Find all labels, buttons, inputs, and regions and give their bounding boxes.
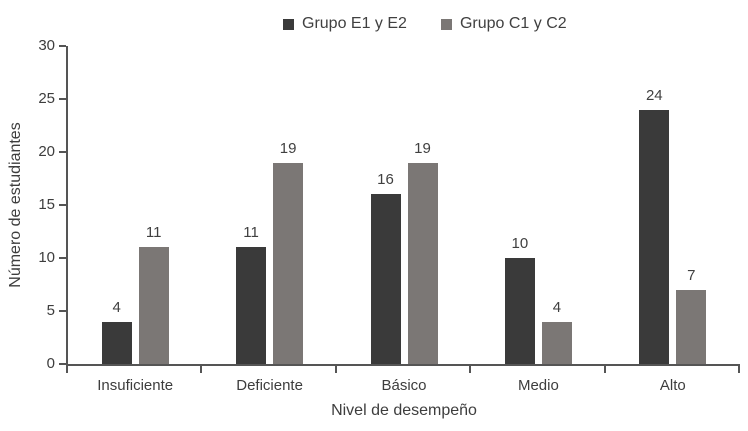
- y-axis-tick: [59, 151, 66, 153]
- value-label: 19: [279, 139, 297, 157]
- value-label: 4: [112, 298, 121, 316]
- bar-medio-series-1: [504, 258, 535, 364]
- value-label: 10: [511, 235, 529, 252]
- y-axis-tick: [59, 310, 66, 312]
- x-category-label: Insuficiente: [97, 377, 174, 394]
- y-tick-label: 10: [38, 249, 55, 266]
- legend-label-grupo-e1-e2: Grupo E1 y E2: [302, 15, 407, 32]
- y-axis-tick: [59, 204, 66, 206]
- x-axis-tick: [66, 364, 68, 373]
- x-axis-title: Nivel de desempeño: [331, 402, 477, 419]
- value-label: 11: [243, 224, 259, 242]
- bar-medio-series-2: [541, 321, 572, 364]
- value-label: 24: [645, 86, 663, 104]
- chart-legend: Grupo E1 y E2 Grupo C1 y C2: [283, 15, 567, 33]
- bar-alto-series-1: [639, 109, 670, 364]
- value-label: 19: [414, 139, 431, 157]
- bar-insuficiente-series-2: [138, 247, 169, 364]
- bar-deficiente-series-1: [236, 247, 267, 364]
- legend-swatch-grupo-e1-e2: [283, 18, 294, 30]
- y-axis-tick: [59, 363, 66, 365]
- value-label: 4: [552, 298, 562, 316]
- y-tick-label: 30: [38, 37, 55, 54]
- legend-swatch-grupo-c1-c2: [440, 18, 452, 30]
- x-axis-line: [66, 364, 740, 366]
- y-axis-tick: [59, 98, 66, 100]
- legend-item-grupo-c1-c2: Grupo C1 y C2: [440, 15, 567, 33]
- x-category-label: Alto: [659, 377, 686, 394]
- value-label: 16: [377, 171, 394, 189]
- y-tick-label: 5: [46, 302, 55, 319]
- x-axis-tick: [469, 364, 472, 373]
- legend-item-grupo-e1-e2: Grupo E1 y E2: [283, 15, 407, 33]
- x-axis-tick: [200, 364, 203, 373]
- y-tick-label: 25: [38, 90, 55, 107]
- x-category-label: Medio: [517, 377, 559, 394]
- bar-deficiente-series-2: [273, 162, 304, 364]
- y-tick-label: 15: [38, 196, 55, 213]
- x-axis-tick: [738, 364, 740, 373]
- y-tick-label: 20: [38, 143, 55, 160]
- bar-alto-series-2: [676, 289, 707, 364]
- legend-label-grupo-c1-c2: Grupo C1 y C2: [459, 15, 567, 32]
- bar-básico-series-1: [370, 194, 401, 364]
- bar-básico-series-2: [407, 162, 438, 364]
- x-category-label: Básico: [381, 377, 427, 394]
- x-axis-tick: [334, 364, 337, 373]
- y-axis-tick: [59, 45, 66, 47]
- bar-insuficiente-series-1: [101, 321, 132, 364]
- x-category-label: Deficiente: [236, 377, 303, 394]
- value-label: 11: [145, 224, 162, 242]
- y-axis-line: [66, 46, 68, 364]
- x-axis-tick: [603, 364, 606, 373]
- y-tick-label: 0: [46, 355, 55, 372]
- value-label: 7: [687, 266, 696, 284]
- y-axis-tick: [59, 257, 66, 259]
